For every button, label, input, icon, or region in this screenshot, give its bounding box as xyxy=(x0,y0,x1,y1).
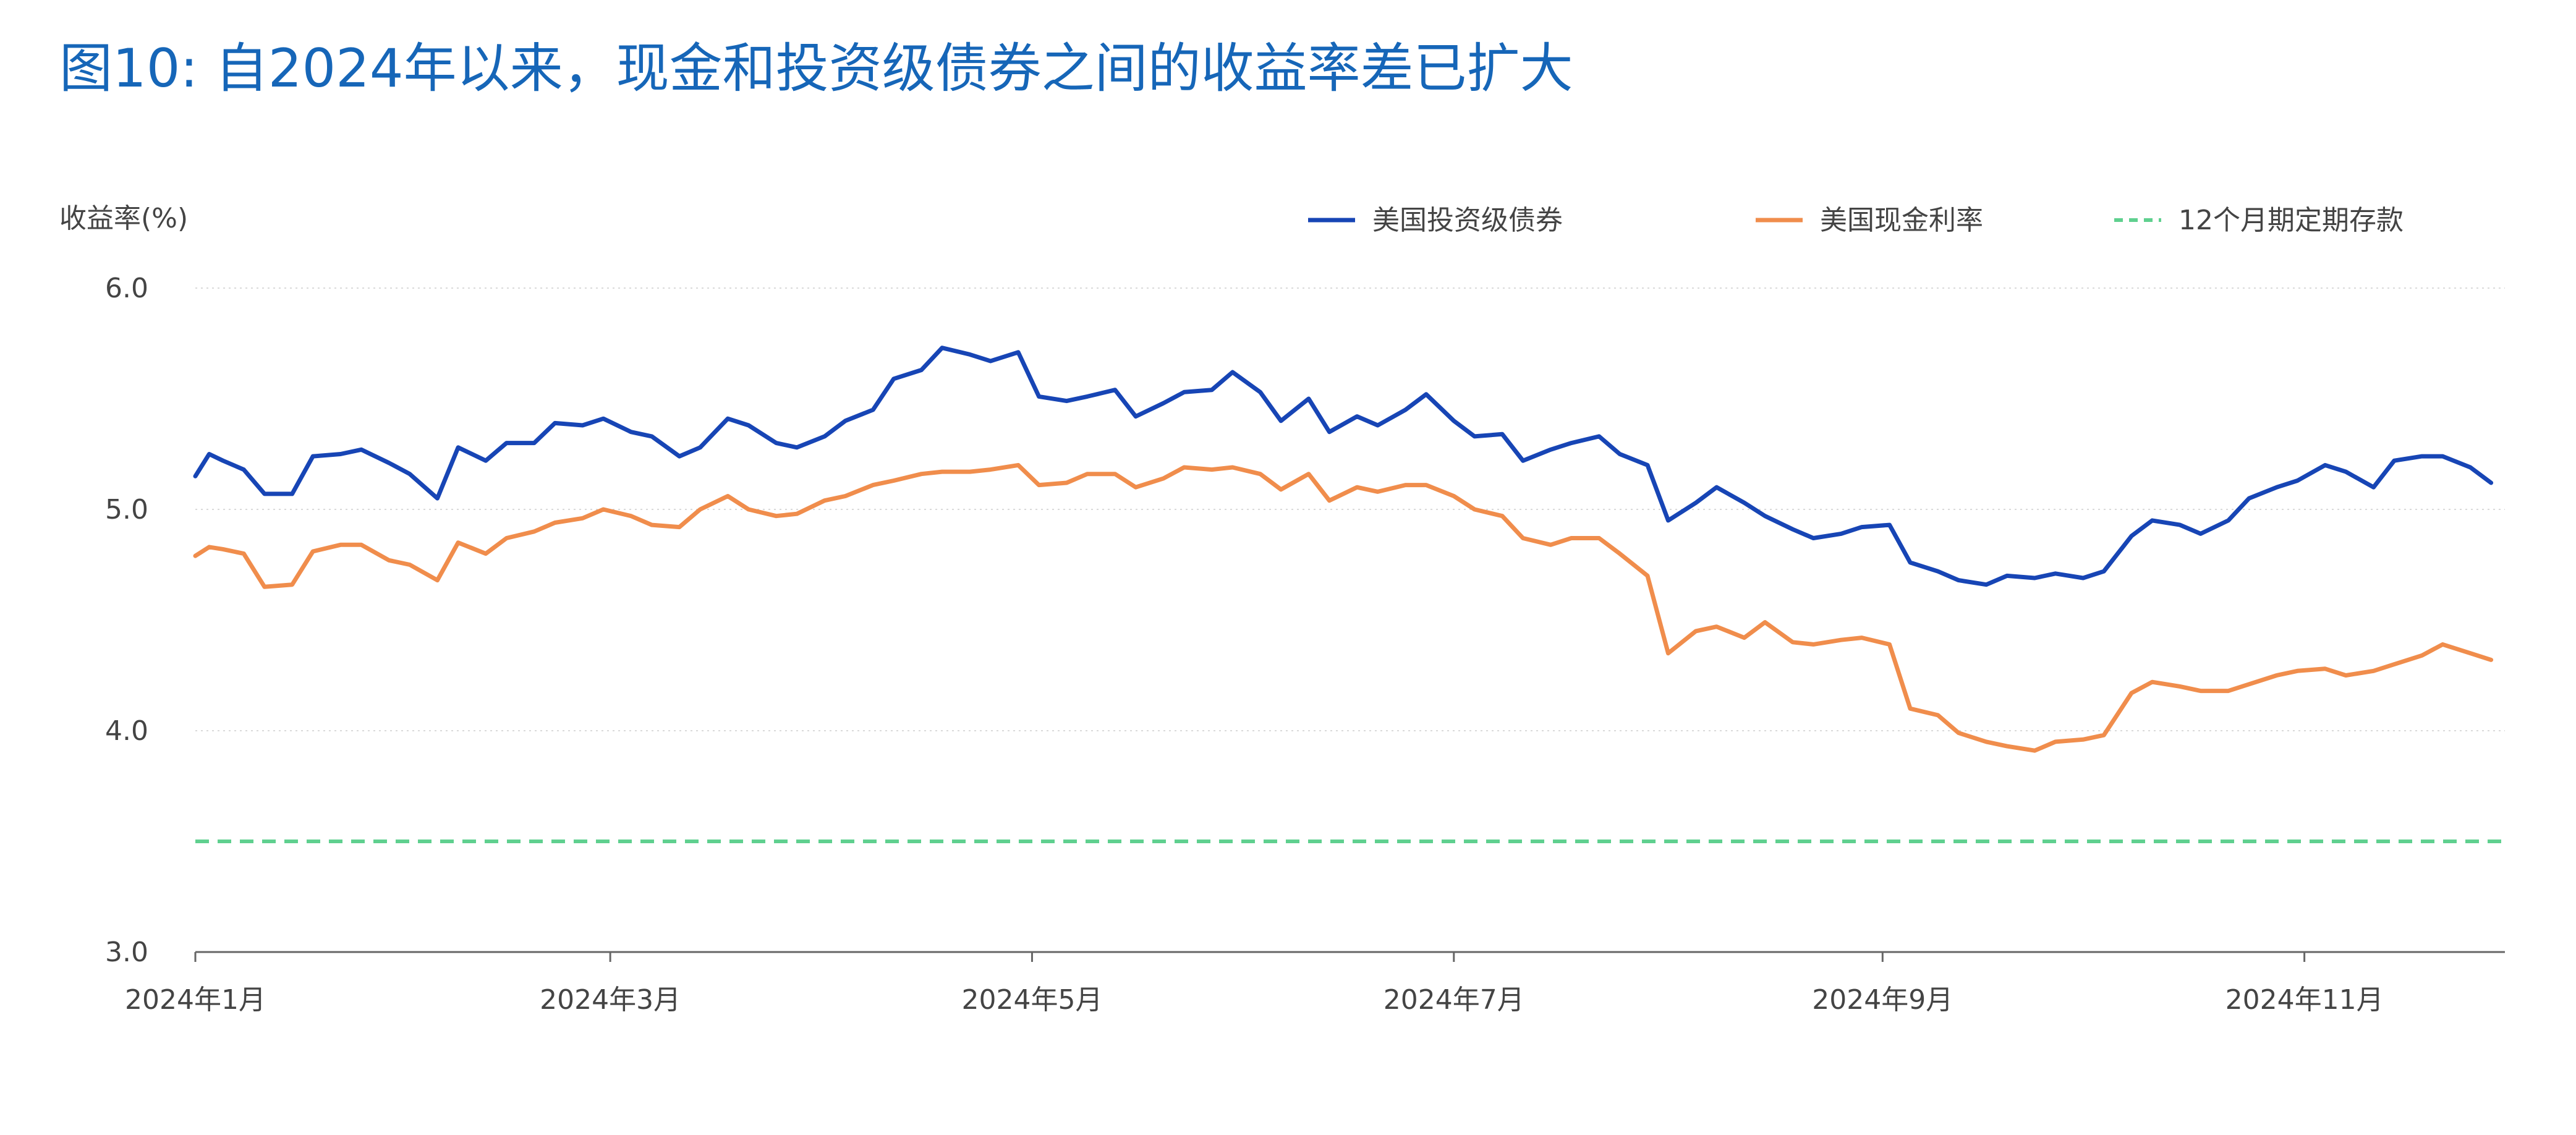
x-tick-label: 2024年3月 xyxy=(540,984,681,1016)
series-line-1 xyxy=(193,346,2494,587)
y-tick-label: 5.0 xyxy=(105,494,148,525)
legend-label: 美国投资级债券 xyxy=(1372,205,1563,236)
series-line-2 xyxy=(193,462,2494,753)
gridlines xyxy=(195,287,2505,731)
x-tick-label: 2024年5月 xyxy=(961,984,1102,1016)
legend: 美国投资级债券 美国现金利率 12个月期定期存款 xyxy=(1308,205,2404,236)
y-axis-label: 收益率(%) xyxy=(59,203,188,234)
x-axis: 2024年1月 2024年3月 2024年5月 2024年7月 2024年9月 2024年… xyxy=(125,951,2505,1016)
legend-label: 12个月期定期存款 xyxy=(2179,205,2404,236)
x-tick-label: 2024年9月 xyxy=(1812,984,1953,1016)
series-layer xyxy=(193,346,2505,843)
y-tick-label: 6.0 xyxy=(105,273,148,304)
legend-label: 美国现金利率 xyxy=(1820,205,1983,236)
x-tick-label: 2024年7月 xyxy=(1384,984,1524,1016)
x-tick-label: 2024年1月 xyxy=(125,984,266,1016)
y-tick-label: 4.0 xyxy=(105,715,148,747)
y-axis: 3.0 4.0 5.0 6.0 xyxy=(105,273,148,968)
y-tick-label: 3.0 xyxy=(105,937,148,968)
x-tick-label: 2024年11月 xyxy=(2225,984,2384,1016)
chart-title: 图10: 自2024年以来，现金和投资级债券之间的收益率差已扩大 xyxy=(59,38,1573,100)
